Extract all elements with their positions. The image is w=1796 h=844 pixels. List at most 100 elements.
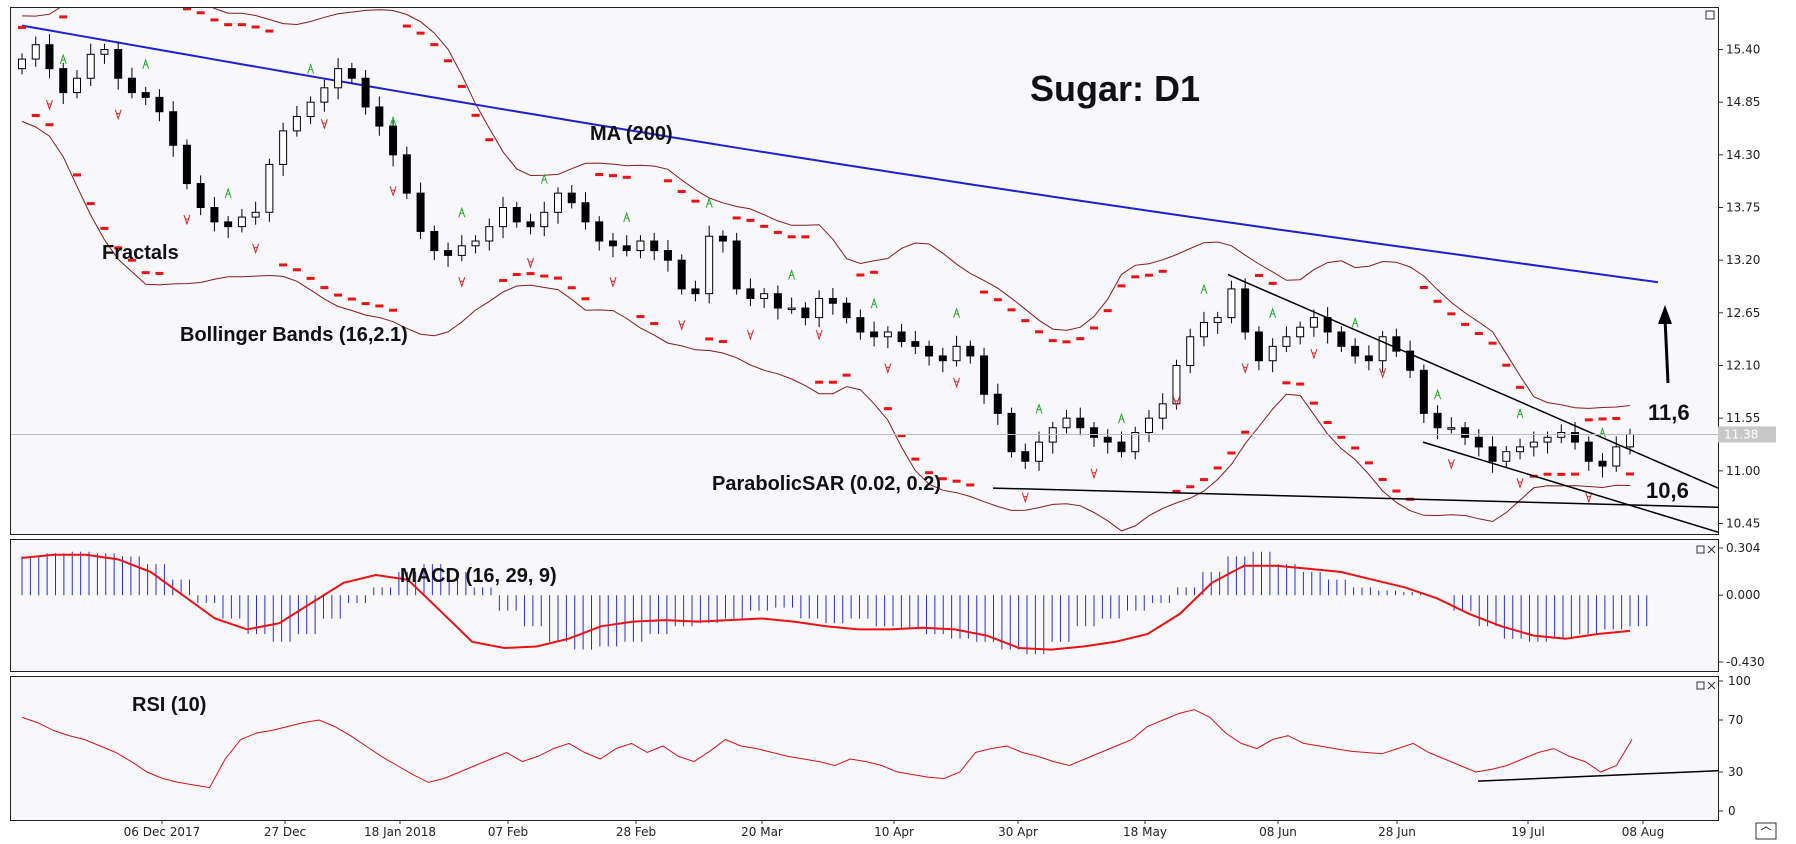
candle-body-down	[1571, 432, 1580, 443]
candle	[499, 196, 508, 239]
candle-body-down	[718, 235, 727, 242]
candle	[196, 175, 205, 216]
lower-channel-line	[1422, 441, 1718, 533]
candle	[72, 70, 81, 99]
sar-dot	[911, 457, 920, 461]
sar-dot	[251, 25, 260, 29]
candle-body-down	[127, 77, 136, 94]
sar-dot	[636, 315, 645, 319]
sar-dot	[554, 276, 562, 280]
sar-dot	[966, 483, 975, 487]
price-tick-label: 11.00	[1726, 464, 1760, 478]
macd-window-controls-icon[interactable]	[1696, 545, 1716, 554]
candle	[1419, 364, 1428, 423]
candle-body-down	[196, 183, 205, 209]
candle	[526, 213, 535, 235]
candle-body-down	[1351, 345, 1360, 357]
candle	[1447, 417, 1456, 434]
candle-body-down	[1406, 350, 1415, 371]
candle	[224, 216, 233, 239]
candle-body-up	[31, 44, 40, 60]
sar-dot	[347, 297, 356, 301]
candle-body-up	[499, 207, 508, 228]
candle	[1529, 431, 1538, 457]
sar-dot	[1626, 472, 1634, 476]
maximize-icon[interactable]	[1705, 10, 1715, 20]
macd-plot	[21, 551, 1648, 655]
sar-dot	[1502, 363, 1511, 367]
candle	[1406, 340, 1415, 378]
candle	[237, 208, 246, 233]
candle-body-down	[746, 288, 755, 299]
rsi-panel	[10, 676, 1719, 821]
candle-body-down	[59, 68, 68, 94]
sar-dot	[114, 246, 123, 250]
sar-dot	[416, 31, 425, 35]
candle	[1488, 436, 1497, 473]
candle-body-up	[1144, 417, 1153, 434]
price-tick-label: 10.45	[1726, 517, 1760, 531]
candle	[1337, 326, 1346, 353]
date-tick-label: 10 Apr	[874, 825, 914, 839]
candle	[540, 201, 549, 237]
candle-body-up	[1502, 451, 1511, 462]
candle	[471, 235, 480, 254]
candle-body-down	[595, 221, 604, 242]
candle	[938, 347, 947, 373]
sar-dot	[320, 286, 329, 290]
candle-body-down	[1254, 331, 1263, 362]
date-tick-label: 28 Jun	[1378, 825, 1416, 839]
sar-dot	[925, 471, 934, 475]
fractal-down-marker	[320, 119, 328, 130]
candle-body-up	[457, 245, 466, 256]
candle	[1296, 321, 1305, 345]
date-tick-label: 06 Dec 2017	[124, 825, 201, 839]
rsi-window-controls-icon[interactable]	[1696, 681, 1716, 690]
candle-body-down	[1419, 369, 1428, 414]
fractal-down-marker	[884, 363, 892, 374]
candle-body-down	[897, 331, 906, 343]
sar-dot	[1474, 331, 1483, 335]
candle-body-down	[210, 207, 219, 223]
candle	[636, 235, 645, 259]
sar-dot	[444, 59, 453, 63]
price-tick-label: 14.30	[1726, 148, 1760, 162]
sar-dot	[691, 199, 700, 203]
candle	[732, 232, 741, 295]
candle	[292, 105, 301, 137]
candle	[1076, 407, 1085, 436]
candle-body-down	[773, 293, 782, 309]
sar-dot	[1419, 285, 1428, 289]
candle-body-down	[828, 297, 837, 304]
candle	[155, 89, 164, 122]
bollinger-label: Bollinger Bands (16,2.1)	[180, 324, 408, 346]
bollinger-lower	[21, 120, 1631, 532]
candle-body-down	[870, 331, 879, 338]
sar-dot	[705, 337, 714, 341]
candle	[1131, 426, 1140, 460]
scroll-control-icon[interactable]	[1755, 822, 1777, 840]
fractal-up-marker	[540, 173, 548, 184]
candle-body-up	[760, 293, 769, 299]
sar-dot	[870, 270, 879, 274]
sar-dot	[485, 138, 494, 142]
fractal-down-marker	[1310, 348, 1318, 360]
candle-body-down	[842, 302, 851, 319]
sar-dot	[760, 224, 769, 228]
candle	[182, 139, 191, 190]
candle-body-down	[1461, 427, 1470, 438]
fractal-up-marker	[389, 115, 397, 127]
sar-dot	[45, 123, 54, 127]
candle	[1309, 309, 1318, 337]
fractal-down-marker	[746, 329, 754, 341]
macd-tick-label: -0.430	[1726, 655, 1765, 669]
fractal-up-marker	[1351, 316, 1359, 328]
candle-body-up	[18, 58, 26, 70]
candle	[1172, 359, 1181, 410]
sar-dot	[1254, 273, 1263, 277]
sar-dot	[1516, 385, 1525, 389]
fractal-down-marker	[1241, 363, 1249, 374]
candle-body-up	[100, 49, 109, 55]
date-tick-label: 07 Feb	[488, 825, 528, 839]
rsi-line	[21, 709, 1633, 789]
